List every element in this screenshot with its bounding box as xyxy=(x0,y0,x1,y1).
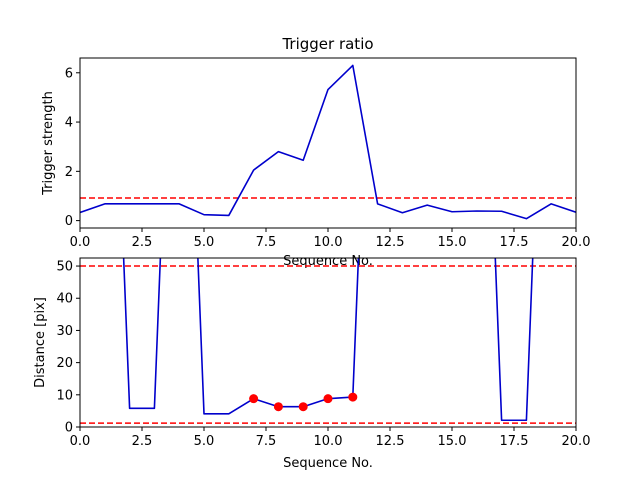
x-tick-label: 7.5 xyxy=(256,235,277,250)
x-tick-label: 10.0 xyxy=(314,235,343,250)
y-tick-label: 20 xyxy=(56,356,73,371)
x-tick-label: 20.0 xyxy=(562,235,591,250)
data-point-1 xyxy=(273,402,283,412)
x-tick-label: 2.5 xyxy=(132,434,153,449)
x-tick-label: 15.0 xyxy=(438,434,467,449)
x-tick-label: 5.0 xyxy=(194,235,215,250)
y-tick-label: 30 xyxy=(56,324,73,339)
x-tick-label: 20.0 xyxy=(562,434,591,449)
y-tick-label: 40 xyxy=(56,292,73,307)
y-tick-label: 2 xyxy=(65,165,73,180)
chart-title: Trigger ratio xyxy=(281,35,373,53)
x-tick-label: 15.0 xyxy=(438,235,467,250)
y-axis-label: Distance [pix] xyxy=(33,297,48,388)
y-tick-label: 0 xyxy=(65,421,73,436)
y-tick-label: 0 xyxy=(65,214,73,229)
y-tick-label: 6 xyxy=(65,66,73,81)
series-line-0 xyxy=(80,64,576,220)
x-axis-label: Sequence No. xyxy=(283,456,373,471)
data-point-0 xyxy=(249,394,259,404)
x-tick-label: 10.0 xyxy=(314,434,343,449)
x-tick-label: 17.5 xyxy=(500,235,529,250)
x-tick-label: 2.5 xyxy=(132,235,153,250)
y-tick-label: 50 xyxy=(56,260,73,275)
x-tick-label: 0.0 xyxy=(70,235,91,250)
data-point-3 xyxy=(323,394,333,404)
distance-chart: 0.0 2.5 5.0 7.5 10.0 12.5 15.0 17.5 20.0 0 10 20 30 4… xyxy=(33,257,591,471)
y-axis-label: Trigger strength xyxy=(41,91,56,196)
x-tick-label: 12.5 xyxy=(376,434,405,449)
data-point-2 xyxy=(298,402,308,412)
x-tick-label: 7.5 xyxy=(256,434,277,449)
x-tick-label: 0.0 xyxy=(70,434,91,449)
data-point-4 xyxy=(348,392,358,402)
x-tick-label: 5.0 xyxy=(194,434,215,449)
series-line-1 xyxy=(494,258,534,422)
y-tick-label: 4 xyxy=(65,116,73,131)
x-tick-label: 12.5 xyxy=(376,235,405,250)
y-tick-label: 10 xyxy=(56,388,73,403)
x-tick-label: 17.5 xyxy=(500,434,529,449)
